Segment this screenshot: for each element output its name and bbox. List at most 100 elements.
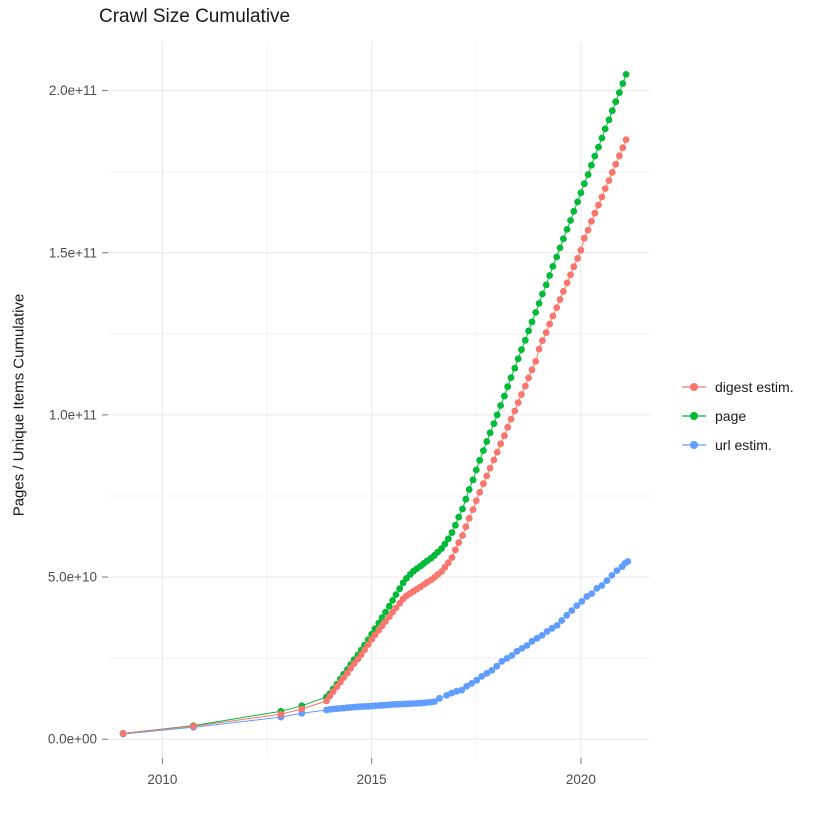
data-point-page xyxy=(441,540,449,548)
data-point-digest-estim xyxy=(340,674,347,681)
data-point-page xyxy=(622,71,630,78)
data-point-page xyxy=(476,456,484,464)
data-point-url-estim xyxy=(468,680,476,687)
data-point-url-estim xyxy=(513,647,521,655)
data-point-digest-estim xyxy=(521,382,529,390)
data-point-digest-estim xyxy=(364,641,372,648)
data-point-digest-estim xyxy=(612,160,620,168)
data-point-page xyxy=(465,486,473,493)
data-point-page xyxy=(619,80,627,87)
data-point-url-estim xyxy=(593,585,601,592)
data-point-page xyxy=(563,226,571,233)
data-point-url-estim xyxy=(478,672,486,680)
data-point-page xyxy=(469,476,477,484)
data-point-page xyxy=(528,318,536,326)
data-point-digest-estim xyxy=(539,337,546,345)
y-tick-label: 1.5e+11 xyxy=(49,245,97,260)
axis-ticks xyxy=(102,90,582,764)
y-tick-label: 1.0e+11 xyxy=(49,407,97,422)
data-point-digest-estim xyxy=(532,358,540,365)
data-point-url-estim xyxy=(473,676,481,684)
data-point-page xyxy=(605,116,613,124)
data-point-digest-estim xyxy=(483,472,491,480)
data-point-url-estim xyxy=(508,652,516,659)
series-url-estim xyxy=(119,558,632,738)
data-point-page xyxy=(546,272,553,279)
data-point-digest-estim xyxy=(546,320,553,328)
data-point-page xyxy=(493,411,501,419)
data-point-digest-estim xyxy=(591,209,599,217)
data-point-digest-estim xyxy=(514,399,522,406)
data-point-digest-estim xyxy=(371,631,379,639)
data-point-digest-estim xyxy=(595,201,602,209)
data-point-digest-estim xyxy=(563,279,571,287)
data-point-page xyxy=(444,535,452,543)
data-point-url-estim xyxy=(436,694,443,702)
data-point-page xyxy=(483,438,491,445)
data-point-page xyxy=(462,495,470,503)
data-point-digest-estim xyxy=(588,217,595,225)
data-point-digest-estim xyxy=(598,193,606,201)
data-point-url-estim xyxy=(563,611,571,619)
data-point-url-estim xyxy=(573,602,581,609)
data-point-digest-estim xyxy=(490,456,498,464)
data-point-digest-estim xyxy=(619,144,627,152)
data-point-page xyxy=(542,281,550,289)
y-tick-label: 0.0e+00 xyxy=(48,732,97,747)
data-point-page xyxy=(539,290,546,298)
data-point-digest-estim xyxy=(501,432,508,440)
data-point-digest-estim xyxy=(448,554,456,561)
data-point-digest-estim xyxy=(462,523,470,531)
data-point-page xyxy=(591,152,599,160)
data-point-digest-estim xyxy=(622,136,630,144)
data-point-page xyxy=(504,383,512,391)
data-point-digest-estim xyxy=(584,226,592,234)
data-point-page xyxy=(448,529,456,536)
legend-key-line-dot-icon xyxy=(682,440,706,449)
data-point-page xyxy=(396,585,404,593)
data-point-page xyxy=(382,608,389,616)
data-point-digest-estim xyxy=(459,532,466,539)
data-point-page xyxy=(580,180,588,188)
data-point-digest-estim xyxy=(549,312,557,320)
data-point-page xyxy=(486,429,494,437)
data-point-digest-estim xyxy=(567,271,574,279)
data-point-digest-estim xyxy=(455,539,463,547)
data-point-digest-estim xyxy=(476,489,484,496)
data-point-digest-estim xyxy=(465,515,473,522)
data-point-digest-estim xyxy=(392,604,400,612)
data-point-digest-estim xyxy=(469,506,477,513)
data-point-digest-estim xyxy=(570,263,578,271)
data-point-url-estim xyxy=(463,682,471,690)
data-point-url-estim xyxy=(553,622,561,629)
data-point-url-estim xyxy=(613,567,621,574)
data-point-page xyxy=(501,392,508,400)
data-point-digest-estim xyxy=(560,288,567,295)
data-point-digest-estim xyxy=(298,705,306,713)
grid-minor xyxy=(108,42,650,758)
data-point-digest-estim xyxy=(542,329,550,336)
data-point-digest-estim xyxy=(511,407,519,415)
data-point-digest-estim xyxy=(553,304,561,311)
legend: digest estim. page url estim. xyxy=(681,377,794,454)
data-point-url-estim xyxy=(528,637,536,645)
legend-item-page: page xyxy=(681,406,794,425)
data-point-digest-estim xyxy=(344,669,351,677)
data-point-digest-estim xyxy=(382,618,389,625)
data-point-page xyxy=(556,244,564,252)
data-point-digest-estim xyxy=(493,448,501,456)
data-point-digest-estim xyxy=(507,415,515,423)
data-point-page xyxy=(472,466,480,474)
data-point-page xyxy=(535,300,543,307)
data-point-url-estim xyxy=(498,658,506,665)
data-point-page xyxy=(549,263,557,270)
data-point-digest-estim xyxy=(616,152,623,160)
data-point-page xyxy=(588,161,595,169)
data-point-page xyxy=(574,198,581,206)
data-point-page xyxy=(511,364,519,372)
data-point-page xyxy=(480,447,487,454)
axis-tick-labels: 2010 2015 2020 0.0e+00 5.0e+10 1.0e+11 1.5e+11… xyxy=(48,83,596,787)
x-tick-label: 2020 xyxy=(566,772,596,787)
data-point-digest-estim xyxy=(357,651,365,658)
chart-title: Crawl Size Cumulative xyxy=(99,6,291,27)
